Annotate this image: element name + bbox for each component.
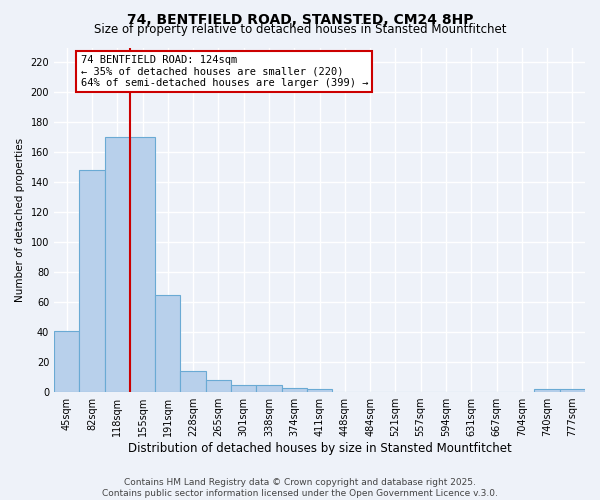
Bar [307, 389, 332, 392]
Bar [206, 380, 231, 392]
X-axis label: Distribution of detached houses by size in Stansted Mountfitchet: Distribution of detached houses by size … [128, 442, 511, 455]
Bar [104, 138, 130, 392]
Y-axis label: Number of detached properties: Number of detached properties [15, 138, 25, 302]
Bar [231, 384, 256, 392]
Bar [535, 389, 560, 392]
Text: Contains HM Land Registry data © Crown copyright and database right 2025.
Contai: Contains HM Land Registry data © Crown c… [102, 478, 498, 498]
Bar [181, 371, 206, 392]
Bar [256, 384, 281, 392]
Bar [130, 138, 155, 392]
Bar [155, 294, 181, 392]
Bar [281, 388, 307, 392]
Bar [79, 170, 104, 392]
Text: 74 BENTFIELD ROAD: 124sqm
← 35% of detached houses are smaller (220)
64% of semi: 74 BENTFIELD ROAD: 124sqm ← 35% of detac… [80, 55, 368, 88]
Bar [560, 389, 585, 392]
Bar [54, 330, 79, 392]
Text: 74, BENTFIELD ROAD, STANSTED, CM24 8HP: 74, BENTFIELD ROAD, STANSTED, CM24 8HP [127, 12, 473, 26]
Text: Size of property relative to detached houses in Stansted Mountfitchet: Size of property relative to detached ho… [94, 22, 506, 36]
